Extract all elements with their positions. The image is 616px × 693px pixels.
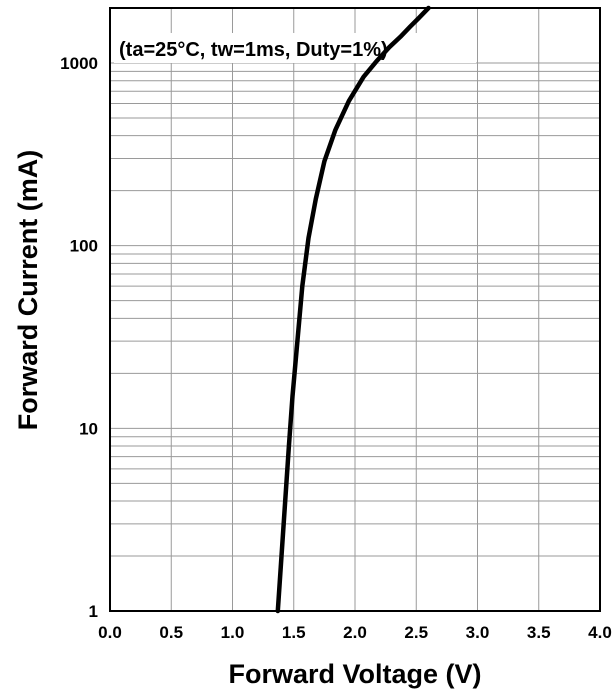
- x-tick-labels: 0.0 0.5 1.0 1.5 2.0 2.5 3.0 3.5 4.0: [98, 623, 612, 642]
- x-tick-label: 1.5: [282, 623, 306, 642]
- y-tick-label: 1000: [60, 54, 98, 73]
- x-tick-label: 3.0: [466, 623, 490, 642]
- x-tick-label: 0.0: [98, 623, 122, 642]
- grid-lines: [110, 7, 600, 611]
- condition-annotation: (ta=25°C, tw=1ms, Duty=1%): [119, 39, 388, 61]
- x-axis-title: Forward Voltage (V): [228, 659, 481, 689]
- x-tick-label: 1.0: [221, 623, 245, 642]
- forward-voltage-curve: [275, 5, 431, 614]
- x-tick-label: 2.5: [404, 623, 428, 642]
- y-axis-title: Forward Current (mA): [13, 150, 43, 431]
- y-tick-label: 1: [89, 602, 98, 621]
- y-tick-labels: 1 10 100 1000: [60, 54, 98, 621]
- x-tick-label: 4.0: [588, 623, 612, 642]
- x-tick-label: 3.5: [527, 623, 551, 642]
- x-tick-label: 0.5: [159, 623, 183, 642]
- x-tick-label: 2.0: [343, 623, 367, 642]
- annotation-background: [114, 33, 476, 63]
- y-tick-label: 100: [70, 237, 98, 256]
- y-tick-label: 10: [79, 419, 98, 438]
- plot-frame: [109, 7, 601, 612]
